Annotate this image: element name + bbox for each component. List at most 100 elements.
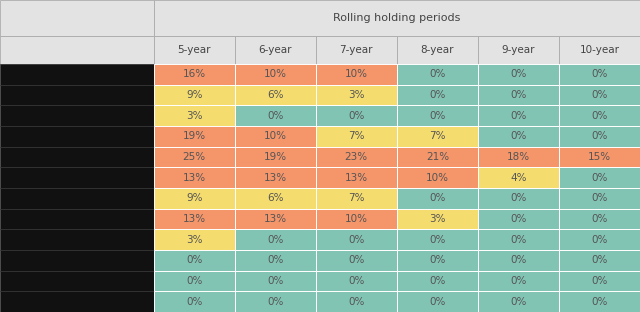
Text: 0%: 0% [510,69,527,79]
Bar [316,64,397,85]
Bar [235,64,316,85]
Text: 10%: 10% [345,214,368,224]
Text: 5-year: 5-year [177,45,211,55]
Bar [316,167,397,188]
Text: 0%: 0% [429,255,445,265]
Bar [154,229,235,250]
Bar [559,126,640,147]
Bar [559,147,640,167]
Bar [235,167,316,188]
Bar [0,36,154,64]
Bar [235,250,316,271]
Text: 10%: 10% [264,131,287,141]
Bar [397,271,478,291]
Bar [316,250,397,271]
Bar [235,126,316,147]
Text: 0%: 0% [591,111,607,121]
Text: 0%: 0% [591,131,607,141]
Text: 7-year: 7-year [339,45,373,55]
Bar [154,105,235,126]
Bar [478,188,559,209]
Bar [478,291,559,312]
Text: 0%: 0% [267,255,284,265]
Text: 0%: 0% [510,111,527,121]
Bar [316,271,397,291]
Bar [154,209,235,229]
Text: 15%: 15% [588,152,611,162]
Text: 0%: 0% [510,276,527,286]
Bar [235,291,316,312]
Bar [0,126,154,147]
Bar [235,147,316,167]
Text: 0%: 0% [510,131,527,141]
Bar [154,147,235,167]
Text: 0%: 0% [429,69,445,79]
Text: 0%: 0% [591,90,607,100]
Bar [0,105,154,126]
Bar [235,209,316,229]
Text: 13%: 13% [264,214,287,224]
Text: 3%: 3% [429,214,445,224]
Text: 3%: 3% [348,90,365,100]
Text: 7%: 7% [348,193,365,203]
Bar [154,36,235,64]
Bar [0,291,154,312]
Text: 13%: 13% [182,214,205,224]
Text: 6%: 6% [267,90,284,100]
Text: 0%: 0% [348,297,364,307]
Text: 23%: 23% [345,152,368,162]
Text: 0%: 0% [186,276,202,286]
Bar [559,167,640,188]
Text: 9%: 9% [186,193,202,203]
Bar [316,147,397,167]
Bar [397,167,478,188]
Text: 0%: 0% [591,255,607,265]
Bar [559,250,640,271]
Text: 0%: 0% [267,111,284,121]
Bar [397,36,478,64]
Bar [0,250,154,271]
Bar [154,167,235,188]
Text: 0%: 0% [429,235,445,245]
Text: 13%: 13% [345,173,368,183]
Text: 6-year: 6-year [259,45,292,55]
Bar [397,291,478,312]
Bar [0,64,154,85]
Text: 0%: 0% [429,297,445,307]
Text: 18%: 18% [507,152,530,162]
Text: 0%: 0% [429,276,445,286]
Text: 0%: 0% [429,90,445,100]
Text: 0%: 0% [348,255,364,265]
Text: 7%: 7% [348,131,365,141]
Bar [559,188,640,209]
Bar [0,188,154,209]
Bar [559,271,640,291]
Text: 0%: 0% [591,276,607,286]
Text: 0%: 0% [591,214,607,224]
Bar [397,250,478,271]
Bar [0,209,154,229]
Bar [397,209,478,229]
Text: 0%: 0% [591,173,607,183]
Text: 19%: 19% [182,131,205,141]
Bar [397,64,478,85]
Bar [0,271,154,291]
Text: 13%: 13% [182,173,205,183]
Bar [559,85,640,105]
Text: 0%: 0% [186,297,202,307]
Bar [316,126,397,147]
Bar [478,126,559,147]
Bar [235,188,316,209]
Text: 25%: 25% [182,152,205,162]
Text: 0%: 0% [348,235,364,245]
Bar [235,36,316,64]
Bar [0,167,154,188]
Bar [478,167,559,188]
Bar [478,85,559,105]
Text: 6%: 6% [267,193,284,203]
Bar [478,36,559,64]
Bar [316,105,397,126]
Bar [397,126,478,147]
Bar [235,85,316,105]
Bar [397,188,478,209]
